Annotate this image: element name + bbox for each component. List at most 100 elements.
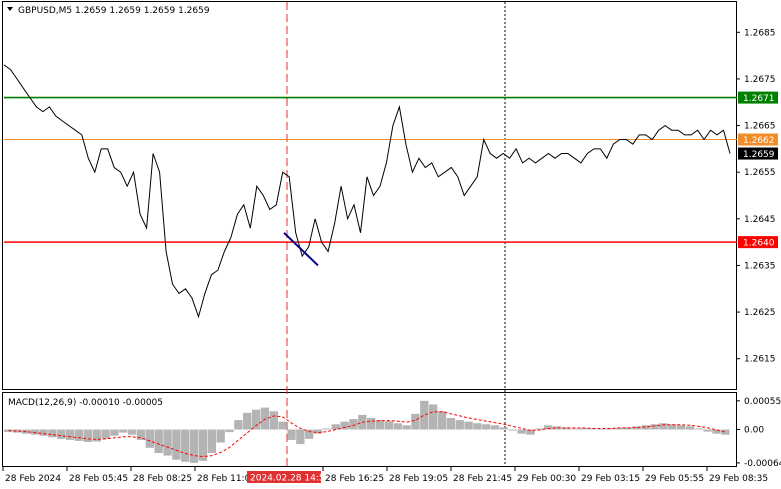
macd-histogram-bar — [4, 429, 13, 433]
level-badge-text: 1.2662 — [743, 136, 775, 146]
level-badge-1.2640 — [738, 236, 778, 249]
macd-histogram-bar — [278, 421, 287, 430]
macd-plot — [4, 400, 730, 463]
macd-histogram-bar — [508, 429, 518, 431]
symbol-header: GBPUSD,M5 1.2659 1.2659 1.2659 1.2659 — [18, 6, 210, 16]
macd-histogram-bar — [110, 429, 119, 436]
macd-histogram-bar — [305, 429, 314, 439]
macd-histogram-bar — [172, 429, 181, 460]
macd-histogram-bar — [694, 428, 703, 430]
macd-histogram-bar — [641, 425, 650, 430]
macd-histogram-bar — [659, 423, 668, 430]
macd-histogram-bar — [48, 429, 57, 438]
macd-histogram-bar — [83, 429, 93, 443]
macd-histogram-bar — [712, 429, 721, 434]
macd-signal-line — [8, 411, 726, 458]
macd-histogram-bar — [163, 429, 172, 456]
macd-histogram-bar — [526, 429, 535, 435]
macd-histogram-bar — [349, 419, 358, 430]
macd-histogram-bar — [287, 429, 296, 440]
time-tick-label: 28 Feb 21:45 — [453, 474, 512, 484]
macd-histogram-bar — [296, 429, 305, 445]
time-tick-label: 28 Feb 11:05 — [197, 474, 256, 484]
level-badge-text: 1.2640 — [743, 239, 775, 249]
macd-histogram-bar — [446, 418, 456, 430]
macd-histogram-bar — [676, 425, 686, 430]
time-tick-label: 28 Feb 08:25 — [133, 474, 192, 484]
macd-histogram-bar — [136, 429, 146, 440]
macd-histogram-bar — [189, 429, 199, 463]
price-tick-label: 1.2665 — [744, 122, 776, 132]
macd-histogram-bar — [375, 420, 385, 430]
macd-histogram-bar — [12, 429, 22, 433]
macd-histogram-bar — [313, 429, 323, 434]
macd-histogram-bar — [499, 427, 509, 430]
macd-histogram-bar — [92, 429, 101, 442]
time-tick-label: 28 Feb 05:45 — [69, 474, 128, 484]
triangle-down-icon[interactable] — [7, 7, 13, 11]
time-axis: 28 Feb 2024 28 Feb 05:45 28 Feb 08:25 28 Fe… — [2, 467, 768, 484]
time-tick-label: 29 Feb 00:30 — [517, 474, 576, 484]
macd-histogram-bar — [331, 424, 340, 430]
price-tick-label: 1.2685 — [744, 28, 776, 38]
macd-axis: 0.00055 0.00 -0.00064 — [737, 397, 781, 469]
level-badge-text: 1.2659 — [743, 150, 775, 160]
macd-histogram-bar — [650, 424, 659, 430]
macd-histogram-bar — [127, 429, 137, 435]
macd-histogram-bar — [544, 425, 553, 430]
macd-histogram-bar — [685, 426, 695, 430]
level-badge-1.2659 — [738, 147, 778, 160]
macd-histogram-bar — [384, 421, 394, 430]
macd-histogram-bar — [322, 428, 332, 430]
macd-histogram-bar — [535, 428, 544, 430]
macd-histogram-bar — [260, 407, 270, 430]
level-badge-1.2671 — [738, 91, 778, 104]
price-tick-label: 1.2635 — [744, 261, 776, 271]
macd-histogram-bar — [411, 413, 420, 430]
price-plot — [3, 2, 737, 466]
macd-histogram-bar — [437, 411, 447, 430]
level-badge-text: 1.2671 — [743, 94, 775, 104]
macd-histogram-bar — [579, 427, 588, 430]
price-axis: 1.2685 1.2675 1.2665 1.2655 1.2645 1.2635 1.26… — [737, 28, 778, 365]
macd-histogram-bar — [145, 429, 155, 448]
price-tick-label: 1.2645 — [744, 215, 776, 225]
macd-histogram-bar — [243, 412, 252, 430]
macd-histogram-bar — [65, 429, 75, 440]
macd-histogram-bar — [570, 428, 579, 430]
macd-histogram-bar — [39, 429, 48, 436]
macd-histogram-bar — [455, 420, 464, 430]
price-tick-label: 1.2675 — [744, 75, 776, 85]
time-tick-label: 28 Feb 19:05 — [389, 474, 448, 484]
price-line — [3, 64, 731, 319]
time-cursor-label: 2024.02.28 14:50 — [250, 474, 331, 484]
macd-histogram-bar — [57, 429, 66, 439]
time-tick-label: 29 Feb 05:55 — [645, 474, 704, 484]
macd-histogram-bar — [225, 429, 234, 433]
macd-tick-label: 0.00 — [744, 426, 764, 436]
price-tick-label: 1.2625 — [744, 308, 776, 318]
macd-histogram-bar — [464, 421, 473, 430]
macd-histogram-bar — [517, 429, 526, 434]
macd-histogram-bar — [552, 426, 562, 430]
macd-histogram-bar — [614, 427, 624, 430]
macd-histogram-bar — [668, 424, 677, 430]
price-pane-frame — [2, 1, 737, 390]
macd-histogram-bar — [234, 420, 243, 430]
macd-histogram-bar — [632, 426, 641, 430]
macd-tick-label: -0.00064 — [744, 459, 781, 469]
macd-histogram-bar — [721, 429, 730, 435]
macd-histogram-bar — [597, 428, 606, 430]
macd-histogram-bar — [482, 424, 491, 430]
macd-header: MACD(12,26,9) -0.00010 -0.00005 — [8, 398, 163, 408]
time-cursor-badge — [247, 471, 321, 483]
macd-tick-label: 0.00055 — [744, 397, 781, 407]
macd-histogram-bar — [251, 409, 261, 430]
macd-histogram-bar — [74, 429, 84, 441]
macd-histogram-bar — [703, 429, 712, 432]
macd-histogram-bar — [269, 411, 278, 430]
macd-histogram-bar — [420, 400, 429, 430]
level-badge-1.2662 — [738, 133, 778, 146]
time-tick-label: 29 Feb 08:35 — [709, 474, 768, 484]
